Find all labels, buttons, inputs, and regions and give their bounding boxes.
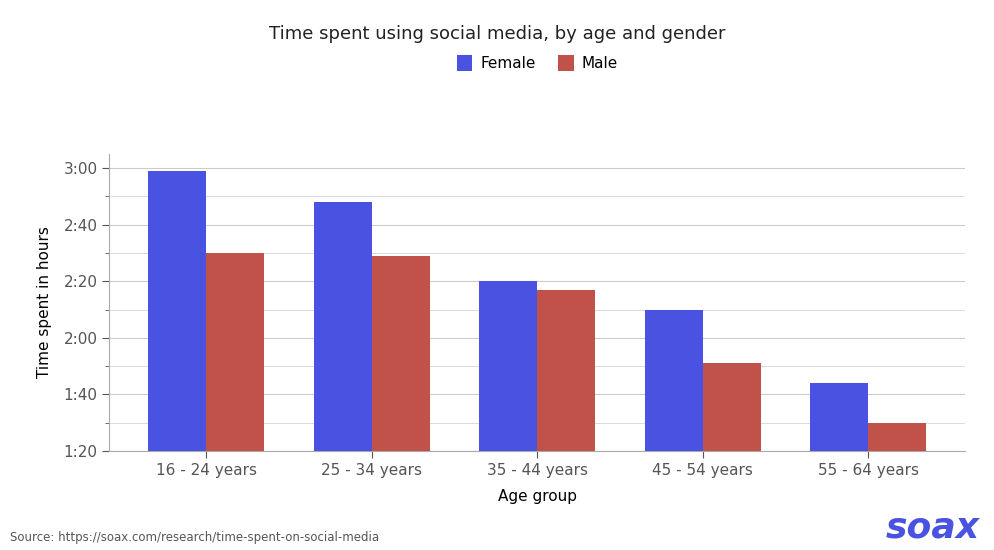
Bar <box>206 253 264 550</box>
X-axis label: Age group: Age group <box>497 489 577 504</box>
Y-axis label: Time spent in hours: Time spent in hours <box>38 227 53 378</box>
Bar <box>372 256 429 550</box>
Bar <box>148 171 206 550</box>
Bar <box>868 423 925 550</box>
Text: Time spent using social media, by age and gender: Time spent using social media, by age an… <box>269 25 725 43</box>
Bar <box>702 364 760 550</box>
Bar <box>809 383 868 550</box>
Bar <box>313 202 372 550</box>
Legend: Female, Male: Female, Male <box>450 49 623 77</box>
Text: Source: https://soax.com/research/time-spent-on-social-media: Source: https://soax.com/research/time-s… <box>10 531 379 544</box>
Bar <box>537 290 594 550</box>
Text: soax: soax <box>886 510 979 544</box>
Bar <box>479 281 537 550</box>
Bar <box>644 310 702 550</box>
